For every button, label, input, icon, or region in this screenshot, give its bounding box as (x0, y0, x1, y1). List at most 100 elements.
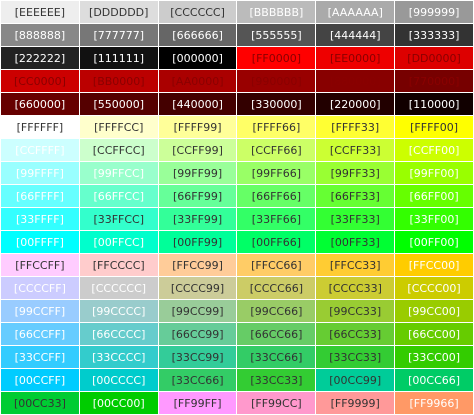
color-swatch[interactable]: [FFCC33] (315, 253, 396, 277)
color-swatch[interactable]: [220000] (315, 92, 396, 116)
color-swatch[interactable]: [00CCCC] (78, 368, 159, 392)
color-swatch[interactable]: [66FF99] (157, 184, 238, 208)
color-swatch[interactable]: [00CC66] (394, 368, 474, 392)
color-swatch[interactable]: [CCFF00] (394, 138, 474, 162)
color-swatch[interactable]: [440000] (157, 92, 238, 116)
color-swatch[interactable]: [FFCCCC] (78, 253, 159, 277)
color-swatch[interactable]: [880000] (315, 69, 396, 93)
color-swatch[interactable]: [33FFCC] (78, 207, 159, 231)
color-swatch[interactable]: [CCCC99] (157, 276, 238, 300)
color-swatch[interactable]: [AAAAAA] (315, 0, 396, 24)
color-swatch[interactable]: [33FF33] (315, 207, 396, 231)
color-swatch[interactable]: [CCCC33] (315, 276, 396, 300)
color-swatch[interactable]: [EE0000] (315, 46, 396, 70)
color-swatch[interactable]: [FF99CC] (236, 391, 317, 415)
color-swatch[interactable]: [99CC66] (236, 299, 317, 323)
color-swatch[interactable]: [00FFCC] (78, 230, 159, 254)
color-swatch[interactable]: [33FF00] (394, 207, 474, 231)
color-swatch[interactable]: [CCCC66] (236, 276, 317, 300)
color-swatch[interactable]: [777777] (78, 23, 159, 47)
color-swatch[interactable]: [550000] (78, 92, 159, 116)
color-swatch[interactable]: [990000] (236, 69, 317, 93)
color-swatch[interactable]: [66FFCC] (78, 184, 159, 208)
color-swatch[interactable]: [CCCC00] (394, 276, 474, 300)
color-swatch[interactable]: [99FFCC] (78, 161, 159, 185)
color-swatch[interactable]: [000000] (157, 46, 238, 70)
color-swatch[interactable]: [66CC33] (315, 322, 396, 346)
color-swatch[interactable]: [CCCCFF] (0, 276, 80, 300)
color-swatch[interactable]: [99FF33] (315, 161, 396, 185)
color-swatch[interactable]: [99FFFF] (0, 161, 80, 185)
color-swatch[interactable]: [33FF66] (236, 207, 317, 231)
color-swatch[interactable]: [00CC00] (78, 391, 159, 415)
color-swatch[interactable]: [555555] (236, 23, 317, 47)
color-swatch[interactable]: [99FF66] (236, 161, 317, 185)
color-swatch[interactable]: [66CC99] (157, 322, 238, 346)
color-swatch[interactable]: [00CC99] (315, 368, 396, 392)
color-swatch[interactable]: [99FF00] (394, 161, 474, 185)
color-swatch[interactable]: [00FF66] (236, 230, 317, 254)
color-swatch[interactable]: [99CCFF] (0, 299, 80, 323)
color-swatch[interactable]: [00FF00] (394, 230, 474, 254)
color-swatch[interactable]: [66CCFF] (0, 322, 80, 346)
color-swatch[interactable]: [66CC00] (394, 322, 474, 346)
color-swatch[interactable]: [CCFFCC] (78, 138, 159, 162)
color-swatch[interactable]: [FF0000] (236, 46, 317, 70)
color-swatch[interactable]: [33CC00] (394, 345, 474, 369)
color-swatch[interactable]: [CC0000] (0, 69, 80, 93)
color-swatch[interactable]: [99CC99] (157, 299, 238, 323)
color-swatch[interactable]: [DDDDDD] (78, 0, 159, 24)
color-swatch[interactable]: [770000] (394, 69, 474, 93)
color-swatch[interactable]: [66CC66] (236, 322, 317, 346)
color-swatch[interactable]: [FFFF00] (394, 115, 474, 139)
color-swatch[interactable]: [330000] (236, 92, 317, 116)
color-swatch[interactable]: [66FFFF] (0, 184, 80, 208)
color-swatch[interactable]: [CCCCCC] (157, 0, 238, 24)
color-swatch[interactable]: [00FFFF] (0, 230, 80, 254)
color-swatch[interactable]: [BBBBBB] (236, 0, 317, 24)
color-swatch[interactable]: [33FF99] (157, 207, 238, 231)
color-swatch[interactable]: [999999] (394, 0, 474, 24)
color-swatch[interactable]: [66FF33] (315, 184, 396, 208)
color-swatch[interactable]: [111111] (78, 46, 159, 70)
color-swatch[interactable]: [CCFF99] (157, 138, 238, 162)
color-swatch[interactable]: [FF99FF] (157, 391, 238, 415)
color-swatch[interactable]: [CCFFFF] (0, 138, 80, 162)
color-swatch[interactable]: [BB0000] (78, 69, 159, 93)
color-swatch[interactable]: [66FF66] (236, 184, 317, 208)
color-swatch[interactable]: [888888] (0, 23, 80, 47)
color-swatch[interactable]: [AA0000] (157, 69, 238, 93)
color-swatch[interactable]: [33CC66] (157, 368, 238, 392)
color-swatch[interactable]: [66CCCC] (78, 322, 159, 346)
color-swatch[interactable]: [99CC33] (315, 299, 396, 323)
color-swatch[interactable]: [FFCCFF] (0, 253, 80, 277)
color-swatch[interactable]: [FFCC00] (394, 253, 474, 277)
color-swatch[interactable]: [33CC33] (236, 368, 317, 392)
color-swatch[interactable]: [00CC33] (0, 391, 80, 415)
color-swatch[interactable]: [DD0000] (394, 46, 474, 70)
color-swatch[interactable]: [00FF33] (315, 230, 396, 254)
color-swatch[interactable]: [33CC33] (315, 345, 396, 369)
color-swatch[interactable]: [FFFF33] (315, 115, 396, 139)
color-swatch[interactable]: [FF9999] (315, 391, 396, 415)
color-swatch[interactable]: [333333] (394, 23, 474, 47)
color-swatch[interactable]: [33CC99] (157, 345, 238, 369)
color-swatch[interactable]: [CCCCCC] (78, 276, 159, 300)
color-swatch[interactable]: [99CC00] (394, 299, 474, 323)
color-swatch[interactable]: [CCFF33] (315, 138, 396, 162)
color-swatch[interactable]: [FFFFCC] (78, 115, 159, 139)
color-swatch[interactable]: [FFFFFF] (0, 115, 80, 139)
color-swatch[interactable]: [444444] (315, 23, 396, 47)
color-swatch[interactable]: [660000] (0, 92, 80, 116)
color-swatch[interactable]: [99FF99] (157, 161, 238, 185)
color-swatch[interactable]: [33CC66] (236, 345, 317, 369)
color-swatch[interactable]: [110000] (394, 92, 474, 116)
color-swatch[interactable]: [00FF99] (157, 230, 238, 254)
color-swatch[interactable]: [33CCCC] (78, 345, 159, 369)
color-swatch[interactable]: [EEEEEE] (0, 0, 80, 24)
color-swatch[interactable]: [FFFF99] (157, 115, 238, 139)
color-swatch[interactable]: [00CCFF] (0, 368, 80, 392)
color-swatch[interactable]: [33FFFF] (0, 207, 80, 231)
color-swatch[interactable]: [222222] (0, 46, 80, 70)
color-swatch[interactable]: [FFFF66] (236, 115, 317, 139)
